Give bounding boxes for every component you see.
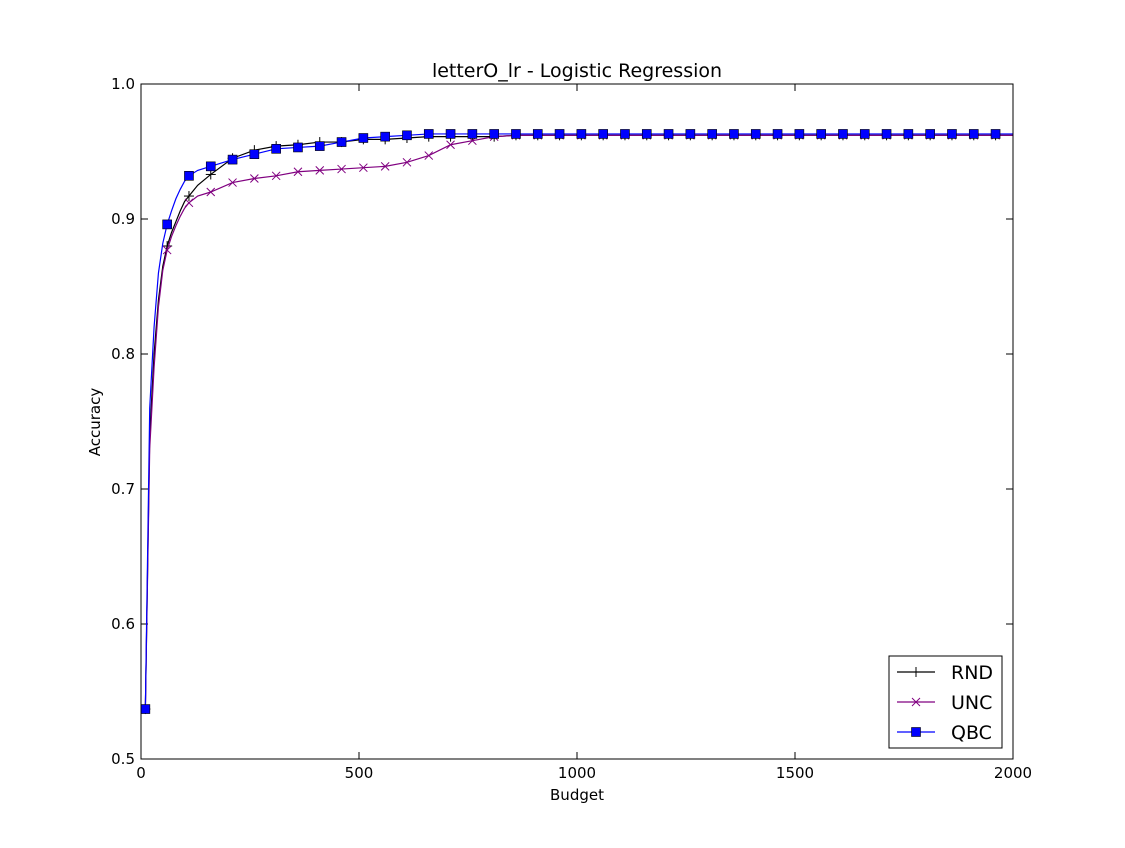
data-point-qbc: [925, 129, 935, 139]
series-line-rnd: [144, 134, 1013, 710]
data-point-qbc: [467, 129, 478, 139]
data-point-qbc: [336, 137, 347, 147]
data-point-qbc: [402, 130, 412, 141]
x-tick-label: 1500: [776, 764, 814, 782]
data-point-qbc: [772, 129, 783, 139]
data-point-unc: [162, 245, 172, 255]
legend-entry-qbc: QBC: [897, 722, 992, 744]
series-layer: [141, 129, 1013, 715]
data-point-qbc: [663, 129, 674, 139]
data-point-qbc: [423, 129, 434, 139]
y-tick-label: 0.5: [111, 750, 135, 768]
data-point-qbc: [162, 219, 172, 230]
data-point-qbc: [511, 129, 521, 139]
axis-ticks: 0 500 1000 1500 2000 0.5 0.6 0.7 0.8 0.9 1.0: [111, 75, 1032, 782]
data-point-qbc: [380, 131, 390, 142]
data-point-qbc: [794, 129, 805, 139]
x-tick-label: 2000: [994, 764, 1032, 782]
data-point-qbc: [358, 133, 369, 143]
legend-marker-unc: [911, 697, 921, 707]
data-point-qbc: [598, 129, 608, 139]
data-point-unc: [424, 151, 434, 160]
data-point-qbc: [489, 129, 499, 139]
y-tick-label: 1.0: [111, 75, 135, 93]
data-point-unc: [402, 157, 412, 167]
x-tick-label: 0: [136, 764, 146, 782]
data-point-qbc: [729, 129, 739, 139]
data-point-qbc: [184, 171, 194, 181]
y-tick-label: 0.7: [111, 480, 135, 498]
data-point-qbc: [750, 129, 761, 139]
data-point-qbc: [271, 144, 281, 154]
series-rnd: [141, 130, 1013, 715]
x-tick-label: 1000: [558, 764, 596, 782]
data-point-rnd: [183, 191, 194, 202]
data-point-qbc: [816, 129, 826, 139]
legend-label-rnd: RND: [951, 662, 993, 684]
legend-marker-rnd: [911, 667, 921, 677]
data-point-qbc: [838, 129, 848, 139]
legend-entry-unc: UNC: [897, 692, 992, 714]
legend: RND UNC QBC: [888, 655, 1003, 749]
data-point-qbc: [620, 129, 630, 139]
data-point-qbc: [990, 129, 1001, 139]
data-point-unc: [184, 198, 194, 208]
data-point-qbc: [641, 129, 652, 139]
data-point-unc: [228, 178, 237, 187]
legend-label-unc: UNC: [951, 692, 992, 714]
data-point-qbc: [968, 129, 979, 139]
data-point-unc: [337, 164, 346, 174]
data-point-qbc: [881, 129, 892, 139]
data-point-unc: [359, 163, 368, 173]
series-line-unc: [144, 134, 1013, 710]
data-point-qbc: [859, 129, 870, 139]
data-point-qbc: [903, 129, 914, 139]
x-tick-label: 500: [345, 764, 374, 782]
data-point-qbc: [707, 129, 717, 139]
legend-label-qbc: QBC: [951, 722, 992, 744]
series-qbc: [141, 129, 1013, 714]
data-point-qbc: [227, 154, 238, 165]
y-axis-label: Accuracy: [86, 388, 104, 457]
y-tick-label: 0.9: [111, 210, 135, 228]
data-point-unc: [293, 167, 303, 177]
legend-marker-qbc: [911, 727, 921, 737]
series-unc: [141, 130, 1013, 714]
data-point-unc: [446, 140, 455, 150]
chart-title: letterO_lr - Logistic Regression: [432, 60, 722, 82]
data-point-qbc: [205, 161, 216, 172]
data-point-unc: [206, 187, 216, 197]
y-tick-label: 0.8: [111, 345, 135, 363]
y-tick-label: 0.6: [111, 615, 135, 633]
data-point-unc: [315, 166, 325, 175]
data-point-qbc: [314, 141, 325, 151]
data-point-unc: [271, 171, 281, 181]
data-point-unc: [250, 174, 259, 183]
data-point-qbc: [249, 149, 260, 159]
legend-entry-rnd: RND: [897, 662, 993, 684]
data-point-qbc: [554, 129, 565, 139]
plot-frame: [140, 83, 1014, 760]
series-line-qbc: [144, 133, 1013, 710]
data-point-qbc: [576, 129, 587, 139]
data-point-qbc: [141, 704, 151, 714]
data-point-qbc: [532, 129, 543, 139]
x-axis-label: Budget: [550, 786, 604, 804]
data-point-qbc: [445, 129, 456, 139]
data-point-unc: [380, 161, 390, 171]
data-point-qbc: [947, 129, 957, 139]
data-point-qbc: [685, 129, 696, 139]
data-point-qbc: [293, 142, 303, 153]
